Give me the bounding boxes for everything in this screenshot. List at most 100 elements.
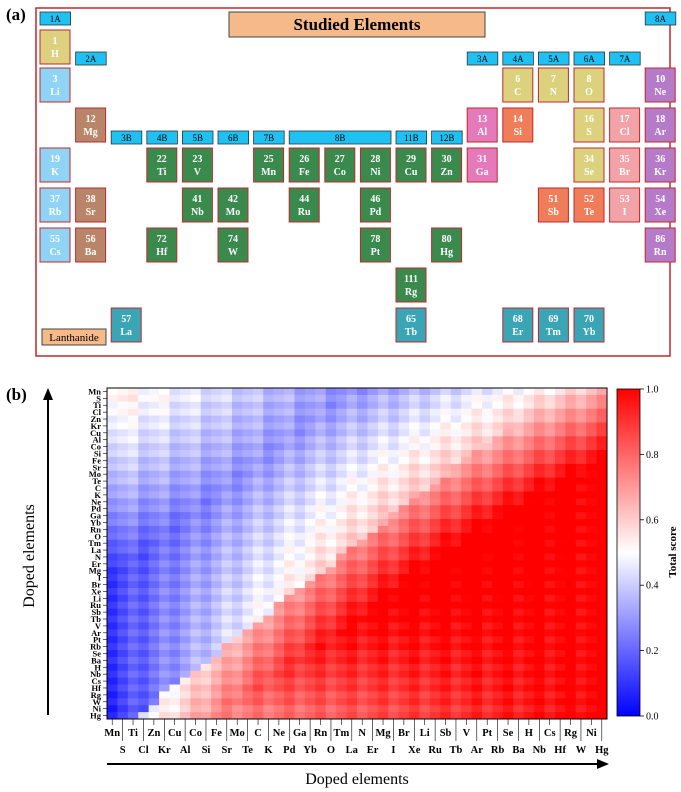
heatmap-cell	[190, 650, 202, 658]
heatmap-cell	[523, 443, 535, 451]
heatmap-cell	[596, 546, 608, 554]
heatmap-cell	[565, 601, 577, 610]
heatmap-cell	[211, 443, 222, 451]
heatmap-cell	[377, 436, 389, 444]
heatmap-cell	[461, 470, 472, 479]
heatmap-cell	[252, 415, 264, 423]
heatmap-cell	[127, 470, 139, 479]
heatmap-cell	[252, 470, 264, 479]
heatmap-cell	[315, 401, 327, 410]
element-symbol: Er	[512, 327, 524, 338]
heatmap-cell	[263, 408, 275, 416]
heatmap-cell	[429, 705, 441, 713]
heatmap-cell	[513, 463, 525, 472]
heatmap-cell	[107, 553, 118, 561]
heatmap-cell	[211, 567, 222, 575]
heatmap-cell	[502, 512, 514, 520]
heatmap-cell	[190, 587, 202, 596]
heatmap-cell	[461, 422, 472, 430]
heatmap-cell	[148, 429, 160, 437]
element-cell	[324, 147, 356, 183]
heatmap-cell	[492, 656, 504, 665]
heatmap-cell	[211, 505, 222, 513]
heatmap-cell	[492, 519, 504, 527]
heatmap-cell	[461, 581, 472, 589]
element-cell	[39, 29, 71, 65]
heatmap-cell	[367, 560, 379, 568]
heatmap-cell	[440, 388, 452, 396]
heatmap-cell	[502, 484, 514, 492]
heatmap-cell	[148, 615, 160, 623]
heatmap-cell	[273, 684, 285, 692]
heatmap-cell	[336, 608, 347, 616]
atomic-number: 72	[157, 234, 167, 245]
heatmap-cell	[492, 601, 504, 610]
heatmap-cell	[409, 532, 420, 541]
heatmap-cell	[523, 388, 535, 396]
heatmap-cell	[346, 608, 358, 616]
heatmap-cell	[461, 663, 472, 672]
heatmap-cell	[565, 553, 577, 561]
heatmap-cell	[211, 684, 222, 692]
heatmap-cell	[107, 656, 118, 665]
heatmap-cell	[304, 498, 316, 506]
heatmap-cell	[596, 574, 608, 582]
heatmap-cell	[169, 450, 181, 458]
heatmap-cell	[315, 388, 327, 396]
heatmap-cell	[148, 532, 160, 541]
heatmap-cell	[388, 436, 400, 444]
heatmap-cell	[450, 463, 462, 472]
heatmap-cell	[242, 456, 254, 465]
heatmap-cell	[127, 691, 139, 699]
heatmap-cell	[294, 553, 306, 561]
heatmap-cell	[575, 705, 587, 713]
heatmap-cell	[179, 670, 191, 679]
heatmap-cell	[273, 656, 285, 665]
heatmap-cell	[596, 698, 608, 706]
heatmap-cell	[471, 594, 483, 603]
heatmap-cell	[388, 670, 400, 679]
element-symbol: K	[51, 167, 59, 178]
heatmap-cell	[377, 553, 389, 561]
heatmap-cell	[513, 656, 525, 665]
heatmap-cell	[127, 587, 139, 596]
y-tick-label: Xe	[91, 586, 101, 596]
y-tick-label: Pd	[91, 504, 101, 514]
heatmap-cell	[409, 615, 420, 623]
heatmap-cell	[575, 519, 587, 527]
heatmap-cell	[565, 615, 577, 623]
heatmap-cell	[502, 574, 514, 582]
heatmap-cell	[492, 587, 504, 596]
heatmap-cell	[440, 560, 452, 568]
heatmap-cell	[200, 594, 212, 603]
heatmap-cell	[523, 512, 535, 520]
atomic-number: 56	[86, 234, 96, 245]
heatmap-cell	[159, 643, 170, 651]
heatmap-cell	[357, 643, 368, 651]
heatmap-cell	[200, 567, 212, 575]
heatmap-cell	[377, 546, 389, 554]
heatmap-cell	[523, 429, 535, 437]
heatmap-cell	[596, 498, 608, 506]
heatmap-cell	[513, 443, 525, 451]
heatmap-cell	[523, 601, 535, 610]
heatmap-cell	[336, 525, 347, 534]
heatmap-cell	[419, 463, 431, 472]
element-cell	[75, 227, 107, 263]
heatmap-cell	[148, 450, 160, 458]
heatmap-cell	[232, 394, 243, 403]
heatmap-cell	[315, 477, 327, 485]
heatmap-cell	[534, 546, 545, 554]
heatmap-cell	[107, 677, 118, 685]
heatmap-cell	[138, 622, 150, 630]
element-cell	[431, 147, 463, 183]
heatmap-cell	[325, 581, 337, 589]
heatmap-cell	[502, 532, 514, 541]
heatmap-cell	[252, 615, 264, 623]
atomic-number: 8	[587, 74, 592, 85]
heatmap-cell	[357, 622, 368, 630]
heatmap-cell	[534, 601, 545, 610]
heatmap-cell	[409, 574, 420, 582]
